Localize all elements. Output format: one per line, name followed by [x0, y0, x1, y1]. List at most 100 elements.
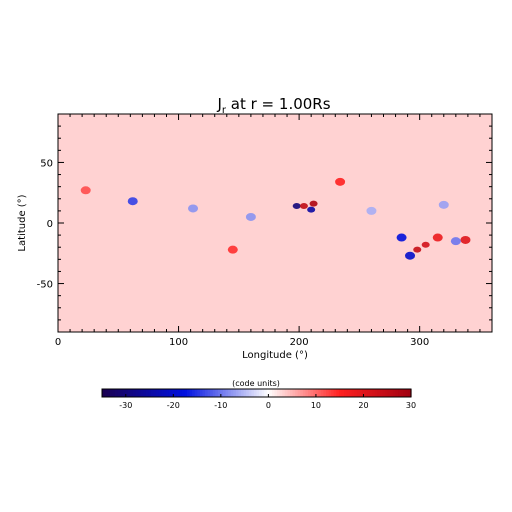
- heatmap-feature: [309, 200, 318, 207]
- x-tick-label: 100: [169, 337, 188, 348]
- colorbar-tick-label: 20: [358, 401, 368, 410]
- colorbar-segment: [217, 389, 222, 397]
- colorbar-segment: [168, 389, 173, 397]
- colorbar-segment: [328, 389, 332, 397]
- colorbar-segment: [264, 389, 268, 397]
- heatmap-feature: [299, 203, 308, 210]
- colorbar-segment: [207, 389, 211, 397]
- colorbar-segment: [305, 389, 309, 397]
- x-tick-label: 300: [410, 337, 429, 348]
- y-tick-label: 50: [40, 158, 53, 169]
- y-axis: -50 0 50: [37, 113, 492, 333]
- colorbar-segment: [346, 389, 350, 397]
- colorbar-segment: [253, 389, 258, 397]
- colorbar-segment: [107, 389, 111, 397]
- heatmap-feature: [460, 235, 471, 244]
- heatmap-feature: [292, 203, 301, 210]
- heatmap-feature: [396, 233, 407, 242]
- colorbar-segment: [408, 389, 412, 397]
- colorbar-segment: [336, 389, 340, 397]
- colorbar-segment: [326, 389, 330, 397]
- colorbar-segment: [112, 389, 116, 397]
- colorbar-segment: [289, 389, 294, 397]
- colorbar-segment: [271, 389, 276, 397]
- colorbar-segment: [382, 389, 386, 397]
- colorbar-segment: [210, 389, 214, 397]
- colorbar-segment: [390, 389, 394, 397]
- colorbar-segment: [261, 389, 265, 397]
- colorbar-segment: [194, 389, 198, 397]
- colorbar-segment: [248, 389, 252, 397]
- colorbar-segment: [292, 389, 296, 397]
- colorbar-segment: [241, 389, 245, 397]
- colorbar-segment: [380, 389, 384, 397]
- colorbar-segment: [228, 389, 232, 397]
- colorbar-segment: [302, 389, 307, 397]
- colorbar-segment: [387, 389, 391, 397]
- heatmap-feature: [421, 241, 430, 248]
- colorbar-segment: [284, 389, 288, 397]
- heatmap-feature: [405, 251, 416, 260]
- plot-area: [58, 114, 492, 332]
- colorbar-segment: [166, 389, 170, 397]
- colorbar-segment: [256, 389, 260, 397]
- colorbar-segment: [176, 389, 180, 397]
- colorbar-segment: [156, 389, 160, 397]
- heatmap-feature: [245, 212, 256, 221]
- heatmap-feature: [432, 233, 443, 242]
- colorbar-segment: [274, 389, 278, 397]
- colorbar-segment: [300, 389, 304, 397]
- colorbar-segment: [364, 389, 368, 397]
- y-axis-label: Latitude (°): [17, 194, 28, 251]
- colorbar-segment: [135, 389, 139, 397]
- heatmap-background: [58, 114, 492, 332]
- colorbar-segment: [295, 389, 299, 397]
- colorbar-segment: [132, 389, 137, 397]
- heatmap-feature: [80, 186, 91, 195]
- y-tick-label: 0: [47, 219, 53, 230]
- colorbar-label: (code units): [232, 379, 280, 388]
- heatmap-feature: [335, 177, 346, 186]
- colorbar-segment: [223, 389, 227, 397]
- colorbar-segment: [308, 389, 312, 397]
- colorbar-segment: [287, 389, 291, 397]
- colorbar-segment: [145, 389, 149, 397]
- heatmap-feature: [366, 206, 377, 215]
- colorbar-segment: [400, 389, 404, 397]
- colorbar-tick-label: -30: [119, 401, 132, 410]
- colorbar-segment: [320, 389, 325, 397]
- colorbar-segment: [138, 389, 142, 397]
- colorbar-segment: [158, 389, 162, 397]
- heatmap-feature: [307, 206, 316, 213]
- colorbar-tick-label: -10: [214, 401, 227, 410]
- colorbar-segment: [235, 389, 240, 397]
- colorbar-segment: [174, 389, 178, 397]
- colorbar-segment: [212, 389, 216, 397]
- colorbar-segment: [117, 389, 121, 397]
- colorbar-tick-label: -20: [167, 401, 180, 410]
- y-tick-label: -50: [37, 280, 53, 291]
- title-suffix: at r = 1.00Rs: [226, 95, 331, 113]
- colorbar-segment: [161, 389, 165, 397]
- colorbar-segment: [318, 389, 322, 397]
- colorbar-segment: [403, 389, 407, 397]
- colorbar-segment: [251, 389, 255, 397]
- colorbar-segment: [102, 389, 106, 397]
- title-subscript: r: [222, 105, 227, 116]
- colorbar-segment: [351, 389, 355, 397]
- colorbar-segment: [356, 389, 361, 397]
- heatmap-feature: [227, 245, 238, 254]
- colorbar-segment: [333, 389, 337, 397]
- colorbar-segment: [125, 389, 129, 397]
- colorbar-segment: [179, 389, 183, 397]
- colorbar-segment: [186, 389, 191, 397]
- colorbar-segment: [259, 389, 263, 397]
- colorbar-tick-label: 10: [311, 401, 321, 410]
- heatmap-feature: [413, 246, 422, 253]
- colorbar-segment: [359, 389, 363, 397]
- x-axis: 0 100 200 300: [55, 114, 493, 348]
- colorbar-segment: [331, 389, 335, 397]
- colorbar-segment: [323, 389, 327, 397]
- colorbar-frame: [101, 388, 412, 398]
